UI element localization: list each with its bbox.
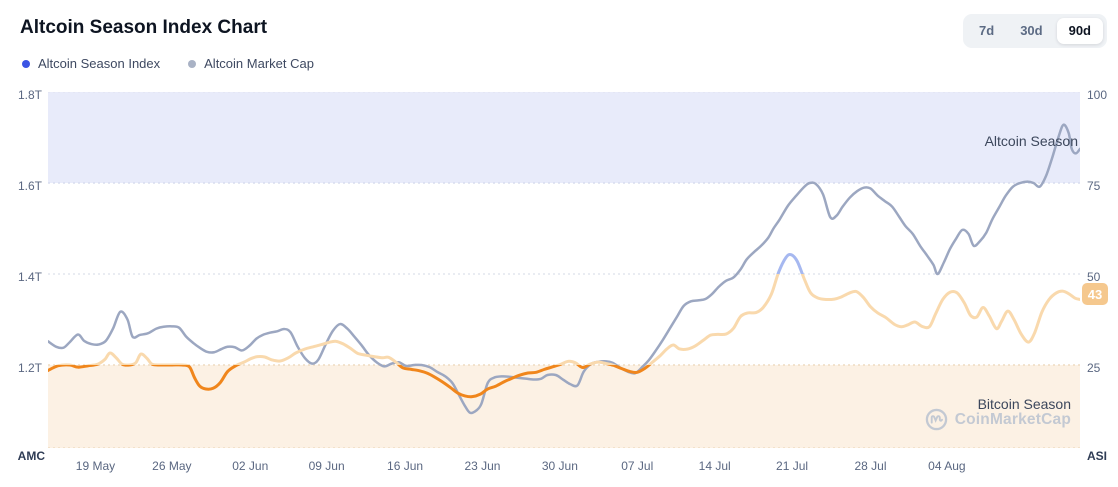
x-axis-tick: 16 Jun	[387, 459, 424, 473]
chart-legend: Altcoin Season Index Altcoin Market Cap	[22, 56, 314, 71]
x-axis-tick: 21 Jul	[776, 459, 809, 473]
x-axis-tick: 14 Jul	[698, 459, 731, 473]
right-axis-tick: 100	[1087, 88, 1108, 102]
right-axis-tick: 50	[1087, 270, 1101, 284]
current-value-badge: 43	[1082, 283, 1108, 305]
right-axis-name: ASI	[1087, 449, 1108, 463]
right-axis-tick: 25	[1087, 361, 1101, 375]
chart-plot-area[interactable]	[48, 92, 1080, 448]
range-7d-button[interactable]: 7d	[967, 18, 1006, 44]
x-axis-tick: 07 Jul	[621, 459, 654, 473]
left-axis-tick: 1.2T	[17, 361, 42, 375]
x-axis-tick: 02 Jun	[232, 459, 269, 473]
x-axis-tick: 26 May	[152, 459, 192, 473]
bitcoin-season-band-label: Bitcoin Season	[977, 396, 1071, 412]
x-axis-tick: 04 Aug	[928, 459, 966, 473]
legend-label: Altcoin Season Index	[38, 56, 161, 71]
legend-dot-blue-icon	[22, 59, 30, 68]
legend-label: Altcoin Market Cap	[204, 56, 314, 71]
left-axis-name: AMC	[17, 449, 45, 463]
page-title: Altcoin Season Index Chart	[20, 17, 268, 38]
x-axis-tick: 23 Jun	[464, 459, 501, 473]
x-axis-tick: 30 Jun	[541, 459, 578, 473]
x-axis-tick: 09 Jun	[308, 459, 345, 473]
range-90d-button[interactable]: 90d	[1056, 18, 1103, 44]
left-axis-tick: 1.4T	[17, 270, 42, 284]
time-range-selector: 7d 30d 90d	[963, 14, 1107, 48]
watermark-text: CoinMarketCap	[954, 410, 1071, 428]
x-axis-tick: 19 May	[75, 459, 116, 473]
legend-dot-gray-icon	[188, 59, 197, 68]
x-axis-tick: 28 Jul	[854, 459, 887, 473]
range-30d-button[interactable]: 30d	[1008, 18, 1054, 44]
right-axis-tick: 75	[1087, 179, 1101, 193]
left-axis-tick: 1.8T	[17, 88, 42, 102]
altcoin-season-band-label: Altcoin Season	[984, 133, 1078, 149]
coinmarketcap-logo-icon	[925, 408, 948, 431]
coinmarketcap-watermark: CoinMarketCap	[925, 408, 1071, 431]
legend-item-altcoin-market-cap[interactable]: Altcoin Market Cap	[188, 56, 314, 71]
legend-item-altcoin-season-index[interactable]: Altcoin Season Index	[22, 56, 160, 71]
left-axis-tick: 1.6T	[17, 179, 42, 193]
